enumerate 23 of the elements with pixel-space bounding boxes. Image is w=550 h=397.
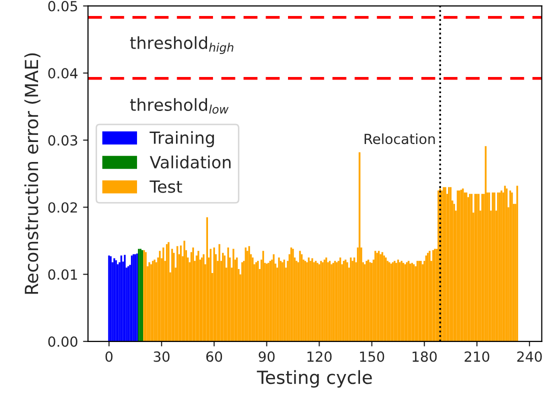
y-tick-label: 0.05: [48, 0, 78, 12]
x-tick-label: 0: [106, 351, 113, 362]
y-tick-label: 0.03: [48, 135, 78, 146]
x-axis-title: Testing cycle: [256, 370, 372, 388]
y-tick-label: 0.00: [48, 336, 78, 347]
legend-label: Validation: [150, 156, 231, 168]
x-tick-label: 60: [206, 351, 222, 362]
ref-line-label: threshold$_{low}$: [130, 98, 229, 114]
x-tick-label: 240: [517, 351, 542, 362]
y-axis-title: Reconstruction error (MAE): [24, 53, 40, 294]
legend-label: Test: [150, 180, 182, 193]
x-tick-label: 210: [464, 351, 490, 362]
x-tick-label: 120: [308, 351, 332, 362]
y-tick-label: 0.04: [48, 68, 78, 79]
x-tick-label: 30: [154, 351, 170, 362]
legend-label: Training: [150, 131, 214, 148]
y-tick-label: 0.02: [48, 202, 77, 213]
x-tick-label: 150: [360, 351, 384, 362]
y-tick-label: 0.01: [48, 269, 77, 280]
ref-line-label: threshold$_{high}$: [130, 36, 234, 54]
x-tick-label: 180: [412, 351, 437, 362]
ref-line-label: Relocation: [364, 133, 435, 144]
x-tick-label: 90: [258, 351, 275, 362]
